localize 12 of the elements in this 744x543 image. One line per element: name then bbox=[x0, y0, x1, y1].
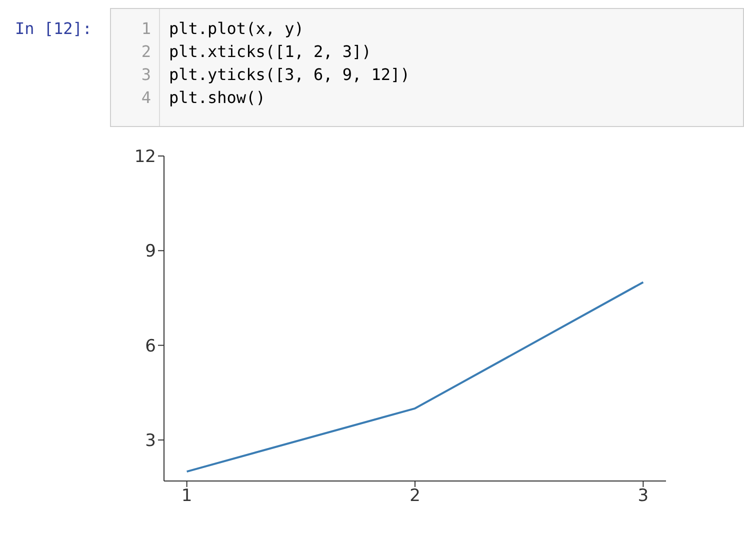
x-tick-label: 2 bbox=[410, 486, 420, 506]
text: 3 plt.yticks([3, 6, 9, 12]) bbox=[140, 65, 410, 84]
y-tick-label: 9 bbox=[145, 242, 156, 262]
text: In [12]: bbox=[15, 19, 92, 38]
x-tick-label: 1 bbox=[181, 486, 192, 506]
text: 1 plt.plot(x, y) bbox=[140, 19, 304, 38]
text: 4 plt.show() bbox=[140, 88, 266, 107]
text: 2 plt.xticks([1, 2, 3]) bbox=[140, 42, 372, 61]
y-tick-label: 3 bbox=[145, 431, 156, 452]
x-tick-label: 3 bbox=[638, 486, 649, 506]
y-tick-label: 12 bbox=[134, 147, 156, 168]
y-tick-label: 6 bbox=[145, 336, 156, 356]
